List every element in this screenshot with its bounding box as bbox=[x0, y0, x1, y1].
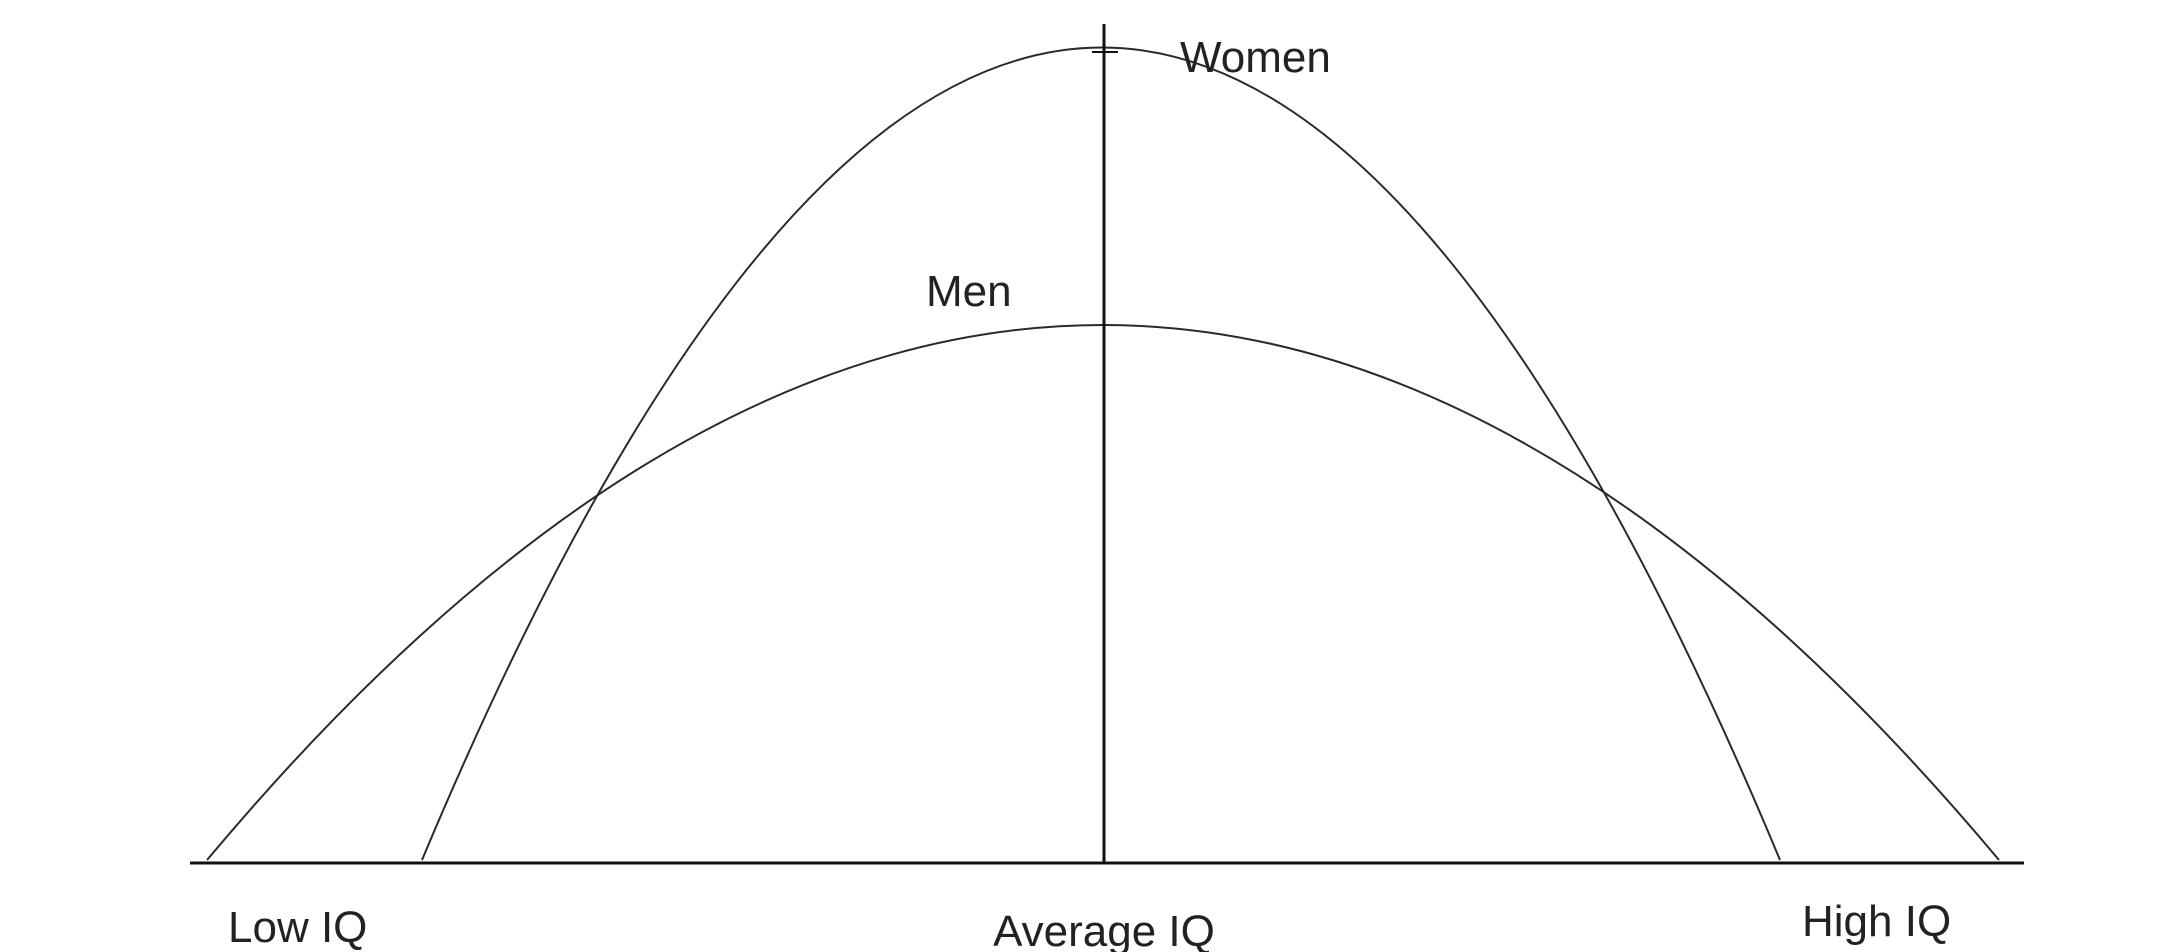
women-label: Women bbox=[1180, 33, 1331, 82]
men-label: Men bbox=[926, 267, 1012, 316]
average-iq-label: Average IQ bbox=[993, 907, 1215, 952]
low-iq-label: Low IQ bbox=[228, 903, 367, 952]
women-curve bbox=[421, 46, 1781, 861]
high-iq-label: High IQ bbox=[1802, 897, 1951, 946]
